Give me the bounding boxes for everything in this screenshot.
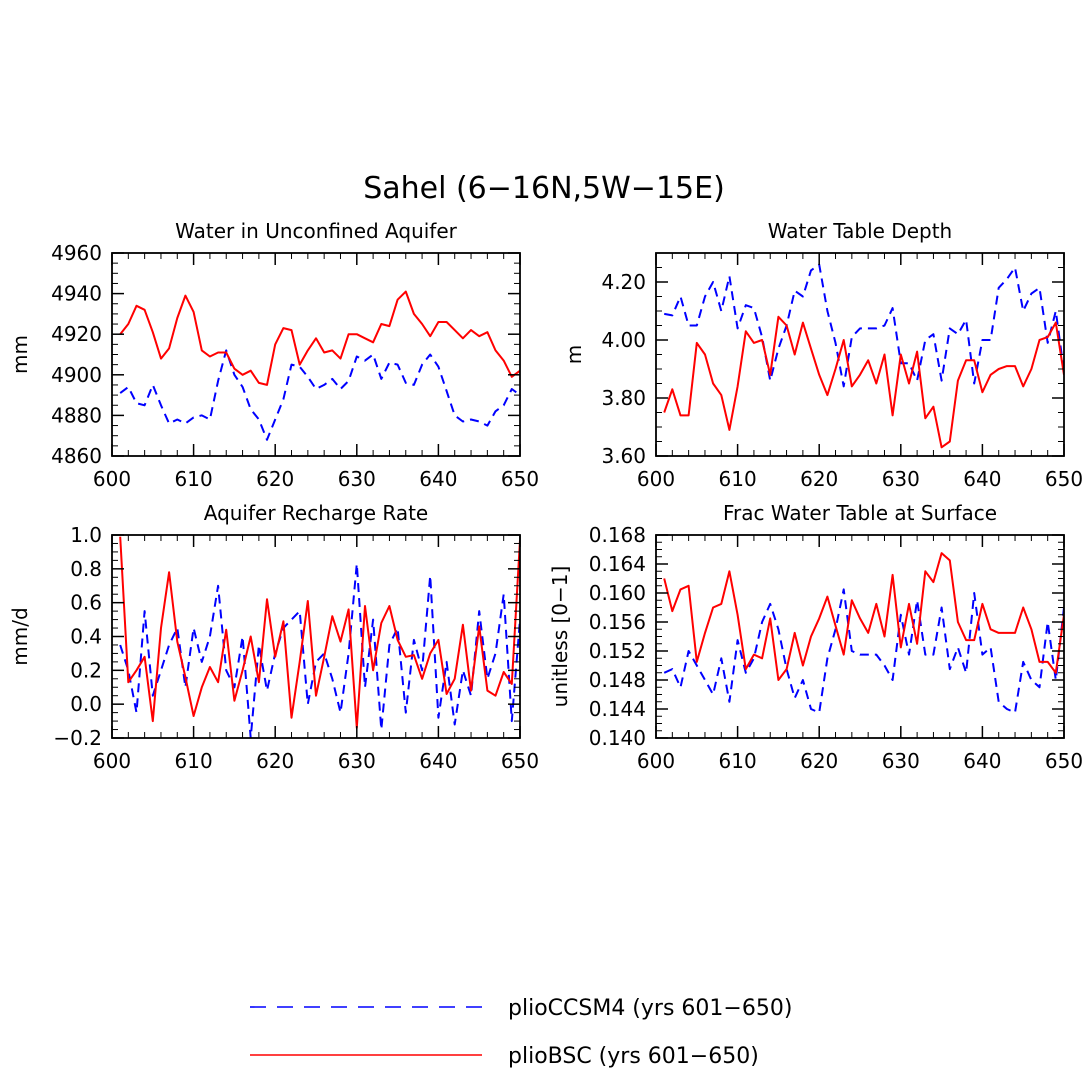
y-tick-label: 0.144 — [589, 697, 646, 721]
panel-4: Frac Water Table at Surface unitless [0−1… — [548, 501, 1083, 773]
y-tick-label: 4860 — [51, 444, 102, 468]
x-tick-label: 640 — [963, 467, 1001, 491]
panels: Water in Unconfined Aquifer mm 600 610 620 63… — [8, 219, 1083, 773]
y-tick-label: 4960 — [51, 241, 102, 265]
figure-title: Sahel (6−16N,5W−15E) — [363, 171, 725, 206]
series-line-ccsm4 — [664, 263, 1064, 388]
y-axis-label: unitless [0−1] — [548, 566, 572, 708]
x-tick-label: 650 — [501, 749, 539, 773]
x-tick-label: 640 — [419, 749, 457, 773]
y-tick-label: 0.6 — [70, 591, 102, 615]
plot-frame — [111, 252, 521, 457]
x-tick-label: 610 — [719, 749, 757, 773]
legend-label-bsc: plioBSC (yrs 601−650) — [508, 1044, 759, 1069]
y-axis-label: mm/d — [8, 607, 32, 665]
x-tick-label: 620 — [800, 467, 838, 491]
series-line-bsc — [119, 536, 520, 729]
y-tick-label: 0.164 — [589, 552, 646, 576]
panel-1: Water in Unconfined Aquifer mm 600 610 620 63… — [8, 219, 539, 491]
panel-title: Frac Water Table at Surface — [723, 501, 997, 525]
x-tick-label: 650 — [1045, 467, 1083, 491]
x-tick-label: 600 — [637, 749, 675, 773]
x-tick-label: 600 — [637, 467, 675, 491]
y-tick-label: 4.20 — [601, 270, 646, 294]
x-tick-label: 620 — [256, 749, 294, 773]
y-tick-label: 4920 — [51, 322, 102, 346]
y-tick-label: 4940 — [51, 282, 102, 306]
y-tick-label: 0.8 — [70, 557, 102, 581]
series-line-ccsm4 — [119, 562, 520, 738]
series-line-bsc — [119, 290, 520, 386]
series-line-bsc — [663, 315, 1064, 449]
panel-title: Water Table Depth — [768, 219, 952, 243]
y-tick-label: −0.2 — [53, 726, 102, 750]
x-tick-label: 610 — [175, 467, 213, 491]
x-tick-label: 630 — [338, 749, 376, 773]
y-tick-label: 3.60 — [601, 444, 646, 468]
panel-title: Aquifer Recharge Rate — [204, 501, 429, 525]
y-tick-label: 1.0 — [70, 523, 102, 547]
y-tick-label: 0.0 — [70, 692, 102, 716]
series-line-ccsm4 — [663, 588, 1064, 714]
x-tick-label: 610 — [175, 749, 213, 773]
x-tick-label: 630 — [882, 467, 920, 491]
panel-title: Water in Unconfined Aquifer — [175, 219, 458, 243]
y-tick-label: 4900 — [51, 363, 102, 387]
x-tick-label: 650 — [1045, 749, 1083, 773]
y-tick-label: 4.00 — [601, 328, 646, 352]
y-tick-label: 0.2 — [70, 658, 102, 682]
series-line-ccsm4 — [119, 349, 520, 441]
x-tick-label: 600 — [93, 749, 131, 773]
legend-label-ccsm4: plioCCSM4 (yrs 601−650) — [508, 996, 792, 1021]
legend: plioCCSM4 (yrs 601−650) plioBSC (yrs 601… — [250, 996, 792, 1069]
plot-frame — [655, 534, 1065, 739]
x-tick-label: 640 — [963, 749, 1001, 773]
y-tick-label: 0.140 — [589, 726, 646, 750]
y-tick-label: 0.160 — [589, 581, 646, 605]
x-tick-label: 610 — [719, 467, 757, 491]
y-tick-label: 0.156 — [589, 610, 646, 634]
y-tick-label: 0.152 — [589, 639, 646, 663]
x-tick-label: 620 — [800, 749, 838, 773]
x-tick-label: 600 — [93, 467, 131, 491]
y-tick-label: 3.80 — [601, 386, 646, 410]
x-tick-label: 650 — [501, 467, 539, 491]
x-tick-label: 630 — [338, 467, 376, 491]
y-tick-label: 4880 — [51, 403, 102, 427]
x-tick-label: 620 — [256, 467, 294, 491]
panel-2: Water Table Depth m 600 610 620 630 640 650 3.60… — [562, 219, 1083, 491]
y-tick-label: 0.4 — [70, 625, 102, 649]
y-tick-label: 0.168 — [589, 523, 646, 547]
y-tick-label: 0.148 — [589, 668, 646, 692]
panel-3: Aquifer Recharge Rate mm/d 600 610 620 630 640… — [8, 501, 539, 773]
x-tick-label: 640 — [419, 467, 457, 491]
y-axis-label: mm — [8, 335, 32, 374]
x-tick-label: 630 — [882, 749, 920, 773]
series-line-bsc — [663, 552, 1064, 681]
y-axis-label: m — [562, 345, 586, 364]
